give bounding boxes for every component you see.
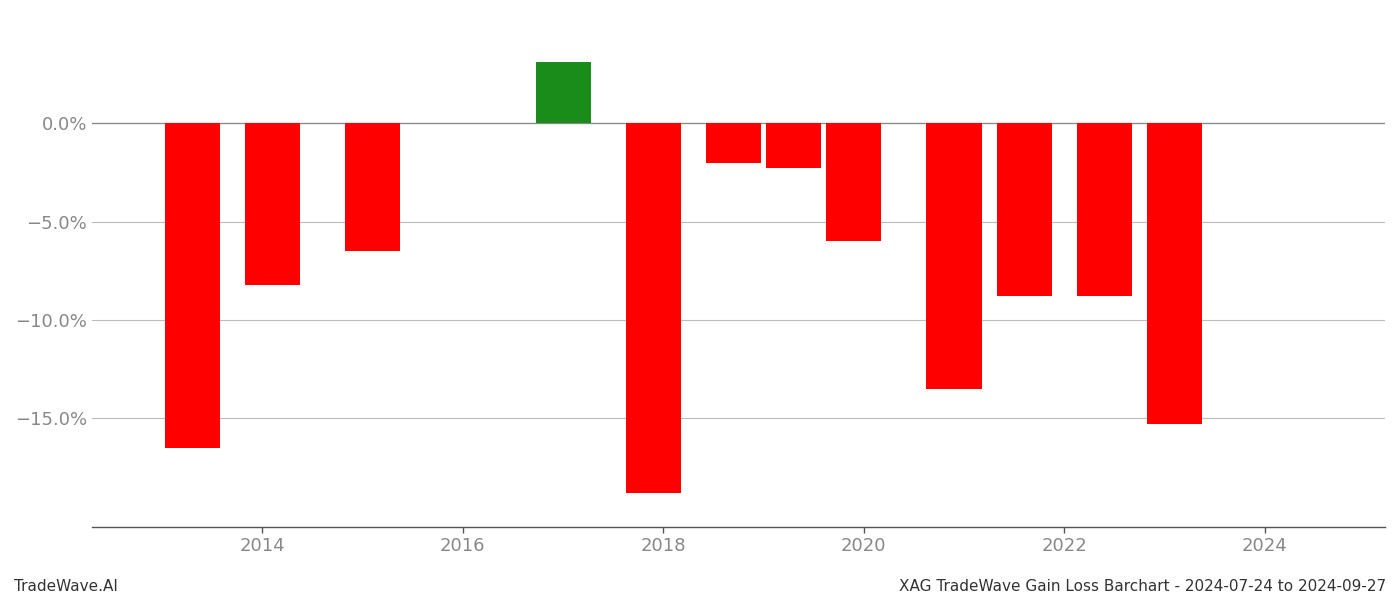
Bar xyxy=(536,62,591,123)
Bar xyxy=(245,123,300,284)
Bar xyxy=(626,123,680,493)
Bar xyxy=(826,123,882,241)
Bar xyxy=(165,123,220,448)
Bar xyxy=(706,123,762,163)
Bar xyxy=(344,123,400,251)
Bar xyxy=(997,123,1051,296)
Bar xyxy=(766,123,822,169)
Bar xyxy=(927,123,981,389)
Bar xyxy=(1077,123,1133,296)
Bar xyxy=(1147,123,1203,424)
Text: TradeWave.AI: TradeWave.AI xyxy=(14,579,118,594)
Text: XAG TradeWave Gain Loss Barchart - 2024-07-24 to 2024-09-27: XAG TradeWave Gain Loss Barchart - 2024-… xyxy=(899,579,1386,594)
